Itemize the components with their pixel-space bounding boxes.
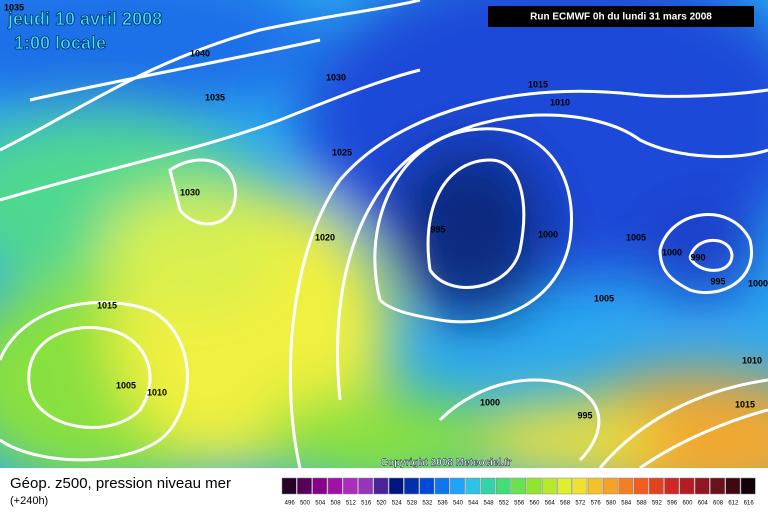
scale-label: 552: [499, 501, 510, 507]
isobar-label: 1015: [97, 300, 117, 310]
isobar-label: 1000: [662, 247, 682, 257]
scale-swatch: [694, 477, 710, 495]
scale-swatch: [419, 477, 435, 495]
scale-label: 528: [407, 501, 418, 507]
scale-label: 516: [361, 501, 372, 507]
copyright: Copyright 2008 Meteociel.fr: [381, 458, 512, 469]
scale-label: 520: [376, 501, 387, 507]
scale-label: 584: [621, 501, 632, 507]
scale-label: 500: [300, 501, 311, 507]
run-box: [488, 6, 754, 27]
scale-label: 580: [606, 501, 617, 507]
scale-label: 536: [438, 501, 449, 507]
isobar-label: 995: [577, 410, 592, 420]
forecast-date: jeudi 10 avril 2008: [7, 9, 162, 29]
scale-swatch: [618, 477, 634, 495]
scale-label: 568: [560, 501, 571, 507]
scale-label: 512: [346, 501, 357, 507]
scale-label: 572: [575, 501, 586, 507]
scale-swatch: [572, 477, 588, 495]
footer-title: Géop. z500, pression niveau mer: [10, 475, 231, 492]
scale-label: 524: [392, 501, 403, 507]
scale-swatch: [541, 477, 557, 495]
isobar-label: 1005: [626, 232, 646, 242]
scale-swatch: [526, 477, 542, 495]
isobar-label: 990: [690, 252, 705, 262]
scale-swatch: [327, 477, 343, 495]
footer-lead: (+240h): [10, 495, 48, 507]
scale-swatch: [388, 477, 404, 495]
isobar-label: 1005: [116, 380, 136, 390]
scale-swatch: [373, 477, 389, 495]
isobar-label: 1025: [332, 147, 352, 157]
scale-swatch: [587, 477, 603, 495]
scale-swatch: [358, 477, 374, 495]
scale-label: 612: [728, 501, 739, 507]
isobar-label: 1035: [205, 92, 225, 102]
scale-swatch: [297, 477, 312, 495]
scale-swatch: [342, 477, 358, 495]
scale-label: 508: [331, 501, 342, 507]
isobar-label: 1005: [594, 293, 614, 303]
scale-swatch: [725, 477, 741, 495]
scale-swatch: [557, 477, 572, 495]
scale-label: 556: [514, 501, 525, 507]
scale-label: 604: [698, 501, 709, 507]
scale-swatch: [648, 477, 664, 495]
scale-label: 496: [285, 501, 296, 507]
scale-label: 540: [453, 501, 464, 507]
scale-label: 564: [545, 501, 556, 507]
isobar-label: 1040: [190, 48, 210, 58]
isobar-label: 1035: [4, 2, 24, 12]
scale-label: 532: [422, 501, 433, 507]
scale-swatch: [281, 477, 297, 495]
scale-swatch: [404, 477, 419, 495]
scale-swatch: [450, 477, 465, 495]
scale-swatch: [511, 477, 527, 495]
isobar-label: 1010: [742, 355, 762, 365]
color-scale: 496 500 504 508 512 516 520 524 528 532 536 540 544 5…: [281, 477, 756, 507]
scale-swatch: [465, 477, 481, 495]
scale-label: 548: [484, 501, 495, 507]
scale-label: 616: [744, 501, 755, 507]
isobar-label: 995: [710, 276, 725, 286]
run-info: Run ECMWF 0h du lundi 31 mars 2008: [530, 12, 712, 23]
scale-swatch: [679, 477, 695, 495]
scale-swatch: [312, 477, 328, 495]
scale-label: 504: [315, 501, 326, 507]
scale-label: 596: [667, 501, 678, 507]
isobar-label: 1030: [326, 72, 346, 82]
scale-swatch: [603, 477, 618, 495]
forecast-time: 1:00 locale: [14, 33, 106, 53]
isobar-label: 995: [430, 224, 445, 234]
scale-swatch: [633, 477, 649, 495]
scale-label: 560: [529, 501, 540, 507]
scale-swatch: [495, 477, 511, 495]
isobar-label: 1015: [735, 399, 755, 409]
scale-label: 588: [637, 501, 648, 507]
scale-label: 600: [682, 501, 693, 507]
isobar-label: 1010: [550, 97, 570, 107]
isobar-label: 1020: [315, 232, 335, 242]
isobar-label: 1010: [147, 387, 167, 397]
scale-swatch: [664, 477, 680, 495]
isobar-label: 1015: [528, 79, 548, 89]
isobar-label: 1000: [538, 229, 558, 239]
scale-label: 608: [713, 501, 724, 507]
isobar-label: 1030: [180, 187, 200, 197]
isobar-label: 1000: [748, 278, 768, 288]
scale-label: 576: [591, 501, 602, 507]
scale-label: 592: [652, 501, 663, 507]
isobar-label: 1000: [480, 397, 500, 407]
scale-swatch: [740, 477, 756, 495]
scale-swatch: [710, 477, 725, 495]
scale-label: 544: [468, 501, 479, 507]
scale-swatch: [434, 477, 450, 495]
scale-swatch: [480, 477, 496, 495]
